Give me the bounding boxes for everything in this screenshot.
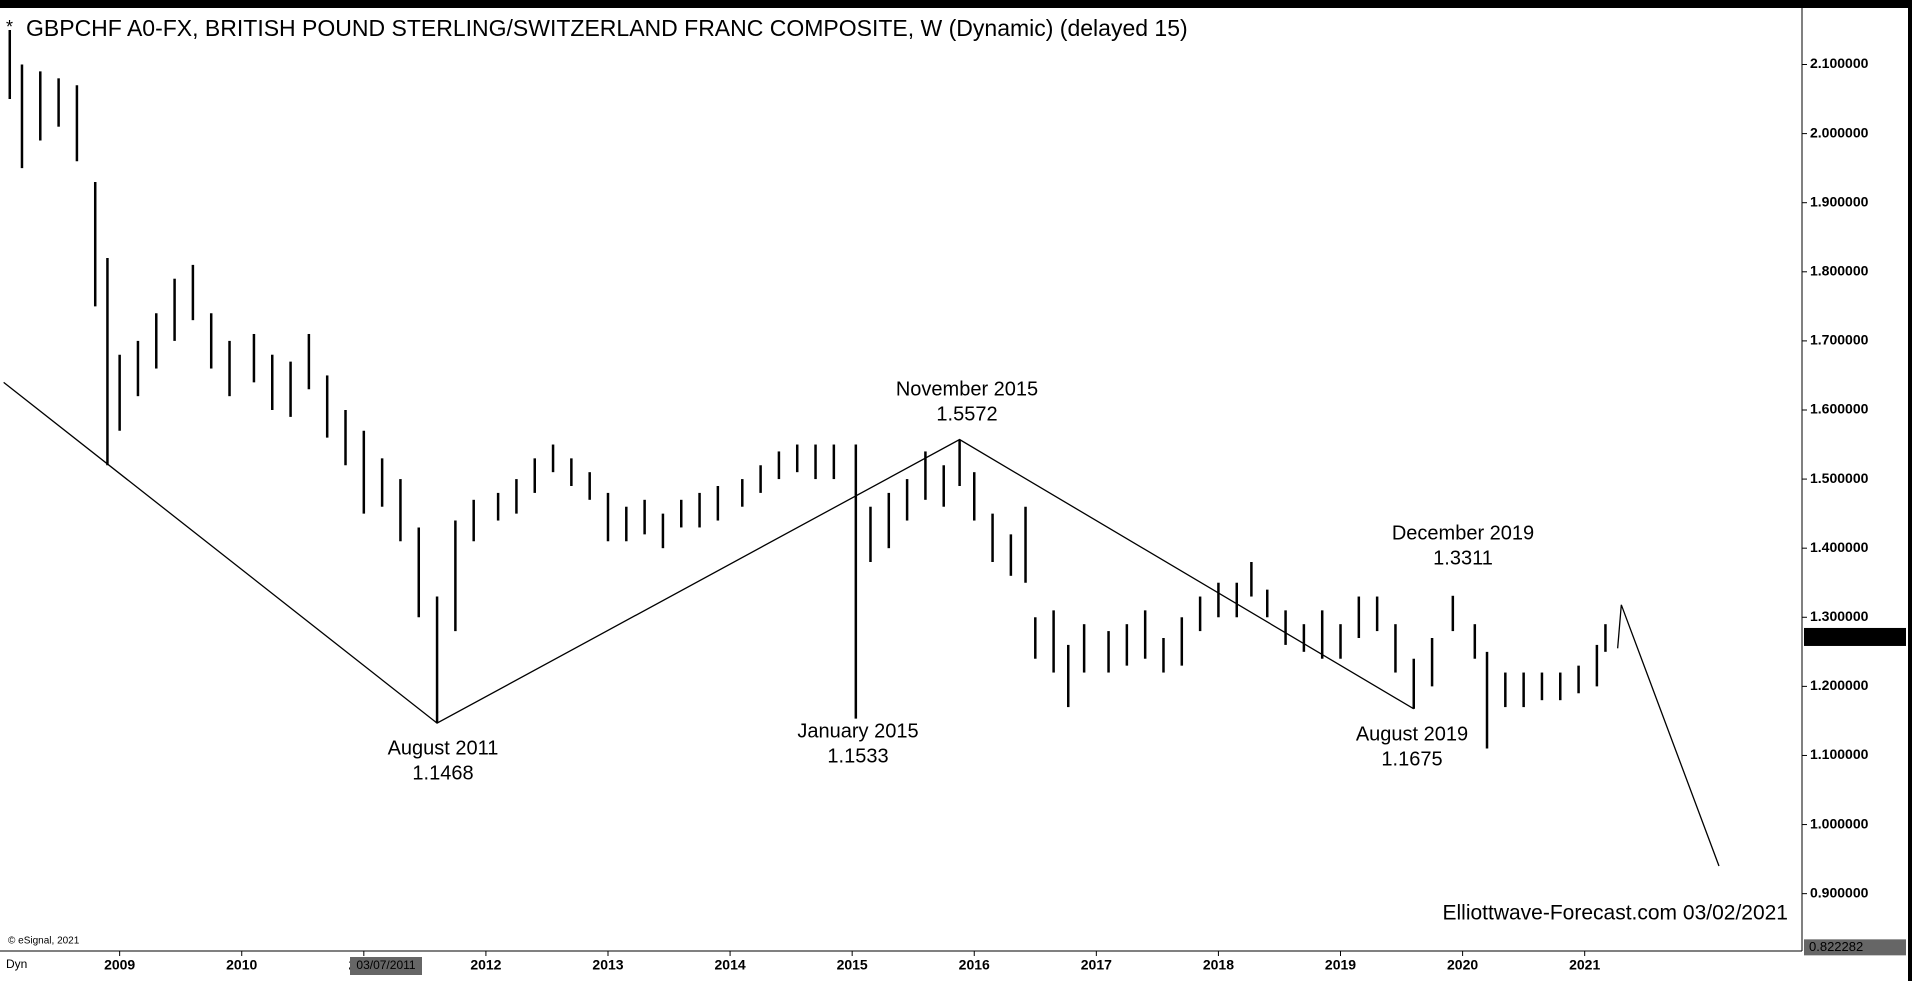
chart-title: GBPCHF A0-FX, BRITISH POUND STERLING/SWI… <box>26 15 1188 41</box>
bottom-price-label: 0.822282 <box>1809 939 1863 954</box>
x-tick-label: 2014 <box>715 957 746 973</box>
y-tick-label: 1.200000 <box>1810 677 1869 693</box>
annotation-value: 1.1533 <box>827 745 888 767</box>
y-tick-label: 1.500000 <box>1810 470 1869 486</box>
annotation-date: January 2015 <box>797 720 918 742</box>
annotation-value: 1.1675 <box>1381 748 1442 770</box>
y-tick-label: 1.300000 <box>1810 608 1869 624</box>
trend-line <box>3 381 1415 724</box>
right-frame <box>1908 0 1912 981</box>
trend-line <box>1617 604 1720 867</box>
x-tick-label: 2017 <box>1081 957 1112 973</box>
annotation-value: 1.1468 <box>412 762 473 784</box>
credit: © eSignal, 2021 <box>8 936 80 947</box>
x-tick-label: 2019 <box>1325 957 1356 973</box>
x-tick-label: 2016 <box>959 957 990 973</box>
cursor-date-box <box>350 957 422 975</box>
last-price-label: 1.271510 <box>1809 628 1868 644</box>
last-price-box <box>1804 627 1906 646</box>
top-frame <box>0 0 1912 8</box>
bottom-price-box <box>1804 939 1906 956</box>
y-tick-label: 0.900000 <box>1810 884 1869 900</box>
cursor-date: 03/07/2011 <box>356 958 415 972</box>
y-tick-label: 1.600000 <box>1810 401 1869 417</box>
x-tick-label: 2013 <box>592 957 623 973</box>
x-tick-label: 2018 <box>1203 957 1234 973</box>
y-tick-label: 1.900000 <box>1810 193 1869 209</box>
x-tick-label: 2015 <box>837 957 868 973</box>
y-tick-label: 1.100000 <box>1810 746 1869 762</box>
annotation-value: 1.5572 <box>936 403 997 425</box>
x-tick-label: 2020 <box>1447 957 1478 973</box>
y-tick-label: 1.400000 <box>1810 539 1869 555</box>
x-tick-label: 2012 <box>470 957 501 973</box>
watermark: Elliottwave-Forecast.com 03/02/2021 <box>1442 902 1788 925</box>
y-tick-label: 1.800000 <box>1810 263 1869 279</box>
x-tick-label: 2010 <box>226 957 257 973</box>
y-tick-label: 1.700000 <box>1810 332 1869 348</box>
annotation-date: November 2015 <box>896 378 1038 400</box>
annotation-value: 1.3311 <box>1433 547 1493 569</box>
annotation-date: August 2019 <box>1356 723 1468 745</box>
mode-label: Dyn <box>6 957 27 971</box>
annotation-date: August 2011 <box>388 737 499 759</box>
y-tick-label: 1.000000 <box>1810 815 1869 831</box>
y-tick-label: 2.000000 <box>1810 124 1869 140</box>
x-tick-label: 2021 <box>1569 957 1600 973</box>
x-tick-label: 2009 <box>104 957 135 973</box>
title-marker: * <box>6 17 13 37</box>
y-tick-label: 2.100000 <box>1810 55 1869 71</box>
annotation-date: December 2019 <box>1392 522 1534 544</box>
